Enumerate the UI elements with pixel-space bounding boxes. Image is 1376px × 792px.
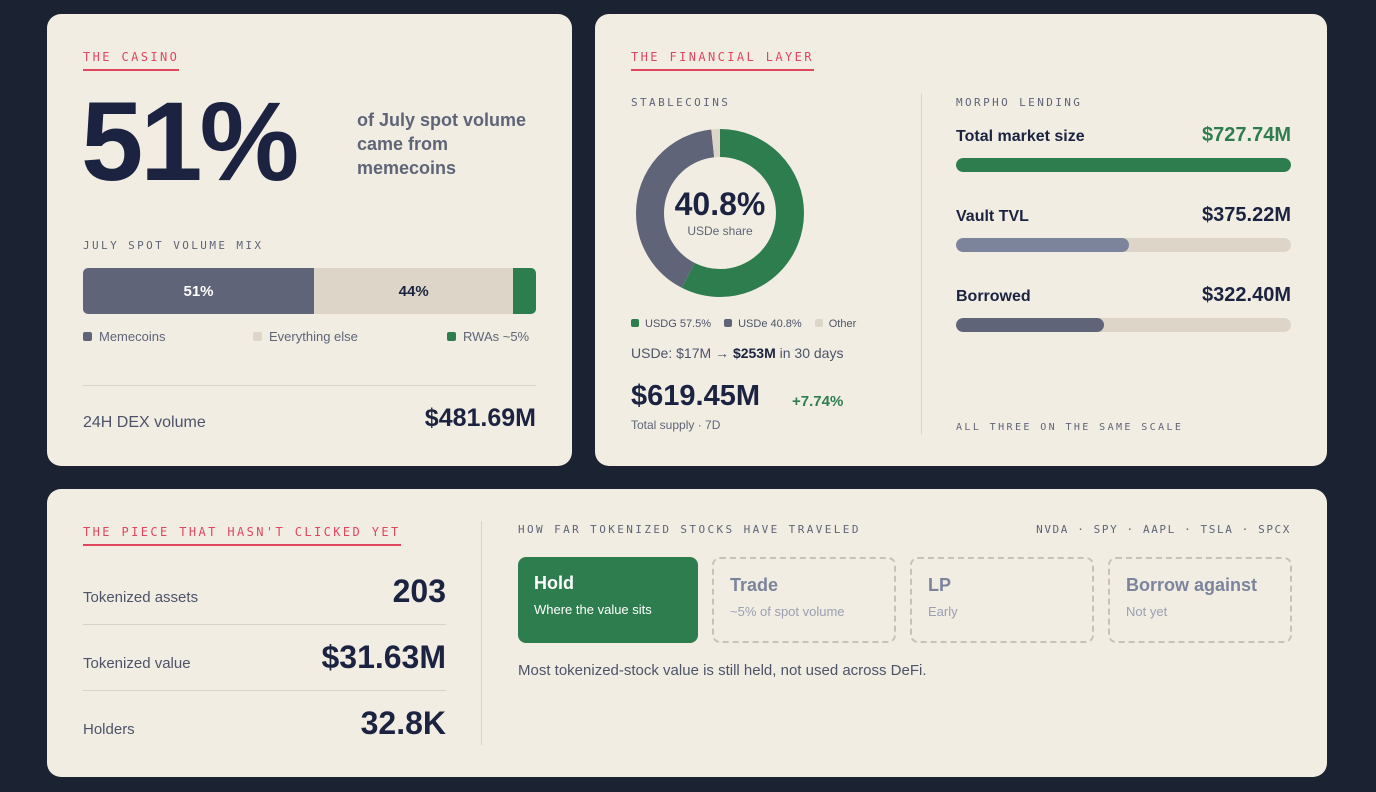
- tokenized-stat-divider-2: [83, 690, 446, 691]
- legend-swatch-other: [814, 319, 823, 328]
- spot-mix-segment-memecoins: 51%: [83, 268, 315, 314]
- dex-volume-value: $481.69M: [424, 404, 536, 432]
- legend-swatch-usde: [724, 319, 733, 328]
- lending-row-total-market: Total market size $727.74M: [956, 124, 1291, 174]
- spot-mix-legend-memecoins: Memecoins: [83, 329, 165, 344]
- tokenized-vertical-divider: [481, 521, 482, 745]
- lending-bar-vault-tvl: [956, 238, 1291, 252]
- lending-row-vault-tvl: Vault TVL $375.22M: [956, 204, 1291, 254]
- stablecoins-label: STABLECOINS: [631, 96, 731, 109]
- step-title-trade: Trade: [730, 575, 779, 595]
- tokenized-stat-holders: Holders 32.8K: [83, 701, 446, 757]
- lending-label-borrowed: Borrowed: [956, 288, 1031, 305]
- casino-big-desc-line3: memecoins: [357, 158, 457, 178]
- legend-swatch-memecoins: [83, 332, 92, 342]
- spot-mix-legend-rwas: RWAs ~5%: [447, 329, 529, 344]
- donut-slice-usde: [636, 129, 804, 297]
- legend-label-memecoins: Memecoins: [99, 329, 166, 344]
- donut-center-caption: USDe share: [687, 224, 753, 238]
- step-title-lp: LP: [928, 575, 952, 595]
- casino-big-desc-line2: came from: [357, 134, 449, 154]
- casino-big-percent: 51%: [81, 79, 299, 204]
- casino-card: THE CASINO 51% of July spot volume came …: [47, 14, 572, 466]
- donut-slice-other: [636, 129, 804, 297]
- dex-volume-label: 24H DEX volume: [83, 414, 206, 431]
- step-title-borrow: Borrow against: [1126, 575, 1258, 595]
- financial-section-label: THE FINANCIAL LAYER: [631, 50, 814, 71]
- step-title-hold: Hold: [534, 573, 574, 593]
- spot-mix-segment-memecoins-label: 51%: [183, 282, 214, 300]
- casino-divider: [83, 385, 536, 386]
- legend-swatch-usdg: [631, 319, 639, 328]
- legend-label-other: Other: [828, 318, 857, 330]
- stablecoin-donut-chart: [636, 129, 804, 297]
- lending-value-total-market: $727.74M: [1202, 124, 1291, 146]
- same-scale-note: ALL THREE ON THE SAME SCALE: [956, 422, 1184, 433]
- legend-swatch-rwas: [447, 332, 456, 342]
- legend-label-usdg: USDG 57.5%: [645, 318, 712, 330]
- donut-center-value: 40.8%: [674, 186, 766, 222]
- step-sub-trade: ~5% of spot volume: [730, 604, 845, 619]
- lending-bar-fill-borrowed: [956, 318, 1105, 332]
- stat-label-assets: Tokenized assets: [83, 589, 199, 606]
- casino-big-desc-line1: of July spot volume: [357, 110, 527, 130]
- casino-big-desc: of July spot volume came from memecoins: [357, 108, 526, 180]
- spot-mix-segment-everything-else-label: 44%: [398, 282, 429, 300]
- total-supply-caption: Total supply · 7D: [631, 418, 721, 432]
- legend-label-rwas: RWAs ~5%: [463, 329, 530, 344]
- journey-step-lp: LP Early: [910, 557, 1094, 643]
- usde-growth-value: $253M: [732, 345, 776, 361]
- tickers-list: NVDA · SPY · AAPL · TSLA · SPCX: [1036, 523, 1291, 536]
- stablecoin-legend-other: Other: [814, 318, 857, 330]
- total-supply-value: $619.45M: [631, 380, 760, 412]
- spot-mix-legend-everything-else: Everything else: [253, 329, 358, 344]
- stat-value-value: $31.63M: [321, 639, 446, 675]
- legend-swatch-everything-else: [253, 332, 262, 342]
- legend-label-usde: USDe 40.8%: [738, 318, 802, 330]
- usde-growth-prefix: USDe: $17M →: [631, 345, 730, 361]
- journey-step-trade: Trade ~5% of spot volume: [712, 557, 896, 643]
- spot-mix-segment-everything-else: 44%: [314, 268, 514, 314]
- spot-mix-segment-rwas: [513, 268, 536, 314]
- financial-vertical-divider: [921, 94, 922, 434]
- tokenized-stat-value: Tokenized value $31.63M: [83, 635, 446, 691]
- step-sub-lp: Early: [928, 604, 958, 619]
- donut-center: 40.8% USDe share: [635, 186, 805, 238]
- usde-growth-line: USDe: $17M → $253M in 30 days: [631, 345, 843, 361]
- journey-label: HOW FAR TOKENIZED STOCKS HAVE TRAVELED: [518, 523, 861, 536]
- legend-label-everything-else: Everything else: [269, 329, 358, 344]
- tokenized-section-label: THE PIECE THAT HASN'T CLICKED YET: [83, 525, 401, 546]
- tokenized-card: THE PIECE THAT HASN'T CLICKED YET Tokeni…: [47, 489, 1327, 777]
- casino-section-label: THE CASINO: [83, 50, 180, 71]
- lending-label-total-market: Total market size: [956, 128, 1085, 145]
- stat-value-holders: 32.8K: [360, 705, 446, 741]
- lending-row-borrowed: Borrowed $322.40M: [956, 284, 1291, 334]
- lending-value-borrowed: $322.40M: [1202, 284, 1291, 306]
- stat-label-holders: Holders: [83, 721, 135, 738]
- lending-bar-fill-vault-tvl: [956, 238, 1129, 252]
- lending-bar-borrowed: [956, 318, 1291, 332]
- financial-card: THE FINANCIAL LAYER STABLECOINS 40.8% US…: [595, 14, 1327, 466]
- spot-mix-label: JULY SPOT VOLUME MIX: [83, 239, 264, 252]
- stat-value-assets: 203: [392, 573, 446, 609]
- usde-growth-suffix: in 30 days: [779, 345, 844, 361]
- stat-label-value: Tokenized value: [83, 655, 191, 672]
- spot-mix-bar: 51% 44%: [83, 268, 536, 314]
- lending-bar-total-market: [956, 158, 1291, 172]
- journey-step-borrow: Borrow against Not yet: [1108, 557, 1292, 643]
- journey-step-hold: Hold Where the value sits: [518, 557, 698, 643]
- tokenized-stat-divider-1: [83, 624, 446, 625]
- total-supply-change: +7.74%: [792, 393, 844, 410]
- step-sub-borrow: Not yet: [1126, 604, 1168, 619]
- tokenized-stat-assets: Tokenized assets 203: [83, 569, 446, 625]
- stablecoin-legend-usde: USDe 40.8%: [724, 318, 802, 330]
- step-sub-hold: Where the value sits: [534, 602, 652, 617]
- journey-footnote: Most tokenized-stock value is still held…: [518, 662, 927, 679]
- lending-value-vault-tvl: $375.22M: [1202, 204, 1291, 226]
- lending-label-vault-tvl: Vault TVL: [956, 208, 1029, 225]
- stablecoin-legend: USDG 57.5% USDe 40.8% Other: [631, 318, 856, 330]
- stablecoin-legend-usdg: USDG 57.5%: [631, 318, 711, 330]
- lending-bar-fill-total-market: [956, 158, 1291, 172]
- morpho-lending-label: MORPHO LENDING: [956, 96, 1083, 109]
